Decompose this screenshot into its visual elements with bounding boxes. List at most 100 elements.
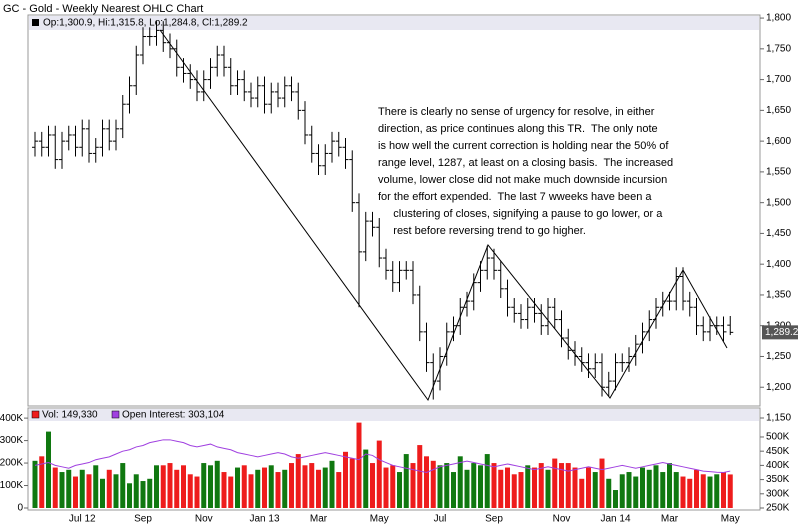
x-tick-label: Sep (485, 514, 503, 524)
volume-bar (525, 465, 531, 508)
y-tick-label: 100K (0, 480, 23, 491)
annotation-line: is how well the current correction is ho… (378, 140, 669, 152)
volume-bar (491, 463, 497, 508)
last-price-box (762, 325, 798, 340)
volume-bar (640, 467, 645, 508)
volume-bar (140, 481, 146, 508)
volume-bar (559, 463, 564, 508)
volume-bar (613, 490, 618, 508)
volume-bar (606, 478, 612, 508)
y-tick-label: 0 (17, 503, 23, 514)
volume-bar (417, 445, 423, 508)
volume-bar (511, 474, 517, 508)
volume-bar (221, 472, 227, 508)
y2-tick-label: 250K (766, 503, 790, 514)
y-tick-label: 1,200 (766, 382, 791, 393)
volume-bar (214, 460, 220, 508)
volume-bar (410, 463, 416, 508)
y-tick-label: 400K (0, 413, 23, 424)
volume-bar (707, 476, 713, 508)
x-tick-label: Jan 14 (600, 514, 630, 524)
volume-bar (174, 469, 180, 508)
x-tick-label: May (721, 514, 740, 524)
volume-bar (322, 467, 328, 508)
zigzag-annotation (159, 29, 728, 402)
y-tick-label: 1,650 (766, 105, 791, 116)
ohlc-header: Op:1,300.9, Hi:1,315.8, Lo:1,284.8, Cl:1… (43, 18, 248, 29)
price-header-band (29, 16, 759, 30)
volume-bar (653, 465, 659, 508)
legend-swatch (31, 410, 40, 419)
volume-bar (160, 465, 166, 508)
y2-tick-label: 350K (766, 474, 790, 485)
y2-tick-label: 300K (766, 488, 790, 499)
volume-bar (187, 474, 193, 508)
last-price-label: 1,289.2 (765, 327, 799, 338)
y-tick-label: 1,350 (766, 290, 791, 301)
volume-bar (680, 476, 686, 508)
volume-bar (356, 422, 362, 508)
volume-bar (572, 467, 578, 508)
y-tick-label: 1,550 (766, 167, 791, 178)
volume-bar (295, 454, 301, 508)
volume-bar (457, 456, 463, 508)
volume-bar (255, 469, 261, 508)
chart-title: GC - Gold - Weekly Nearest OHLC Chart (3, 3, 203, 15)
y-tick-label: 1,750 (766, 43, 791, 54)
volume-bar (505, 467, 510, 508)
volume-bar (579, 478, 585, 508)
volume-bar (430, 460, 436, 508)
price-panel (27, 14, 761, 407)
volume-bar (714, 474, 720, 508)
volume-bar (349, 458, 355, 508)
volume-bar (687, 478, 693, 508)
volume-bar (343, 451, 348, 508)
volume-bar (194, 476, 200, 508)
x-tick-label: Nov (195, 514, 213, 524)
volume-bar (201, 463, 207, 508)
volume-bar (700, 474, 706, 508)
annotation-line: clustering of closes, signifying a pause… (378, 208, 663, 220)
volume-bar (127, 483, 132, 508)
volume-bar (181, 465, 186, 508)
open-interest-line (34, 439, 731, 474)
volume-bar (619, 474, 625, 508)
annotation-line: rest before reversing trend to go higher… (378, 225, 586, 237)
volume-bar (424, 456, 429, 508)
y-tick-label: 1,600 (766, 136, 791, 147)
x-tick-label: Jan 13 (249, 514, 279, 524)
y2-tick-label: 500K (766, 432, 790, 443)
volume-bar (46, 431, 51, 508)
volume-header-band (29, 409, 759, 421)
volume-bar (592, 472, 598, 508)
volume-bar (93, 465, 99, 508)
volume-bar (86, 474, 92, 508)
volume-bar (727, 474, 733, 508)
volume-bar (552, 458, 558, 508)
volume-bar (329, 460, 335, 508)
annotation-line: for the effort expended. The last 7 wwee… (378, 191, 652, 203)
y-tick-label: 200K (0, 458, 23, 469)
y-tick-label: 1,250 (766, 351, 791, 362)
annotation-line: direction, as price continues along this… (378, 123, 658, 135)
volume-bar (498, 469, 504, 508)
volume-bar (248, 474, 254, 508)
header-marker (32, 19, 39, 26)
volume-bar (464, 469, 470, 508)
y2-tick-label: 450K (766, 446, 790, 457)
volume-bar (133, 474, 139, 508)
volume-bar (235, 467, 240, 508)
volume-bar (586, 467, 591, 508)
volume-bar (336, 472, 342, 508)
annotation-line: range level, 1287, at least on a closing… (378, 157, 673, 169)
volume-bar (646, 469, 652, 508)
x-tick-label: Sep (134, 514, 152, 524)
volume-bar (545, 469, 551, 508)
volume-bar (316, 469, 321, 508)
legend-label: Open Interest: 303,104 (122, 410, 225, 421)
volume-bar (147, 478, 153, 508)
volume-bar (673, 472, 679, 508)
volume-bar (100, 478, 105, 508)
volume-bar (484, 454, 490, 508)
x-tick-label: Nov (553, 514, 571, 524)
